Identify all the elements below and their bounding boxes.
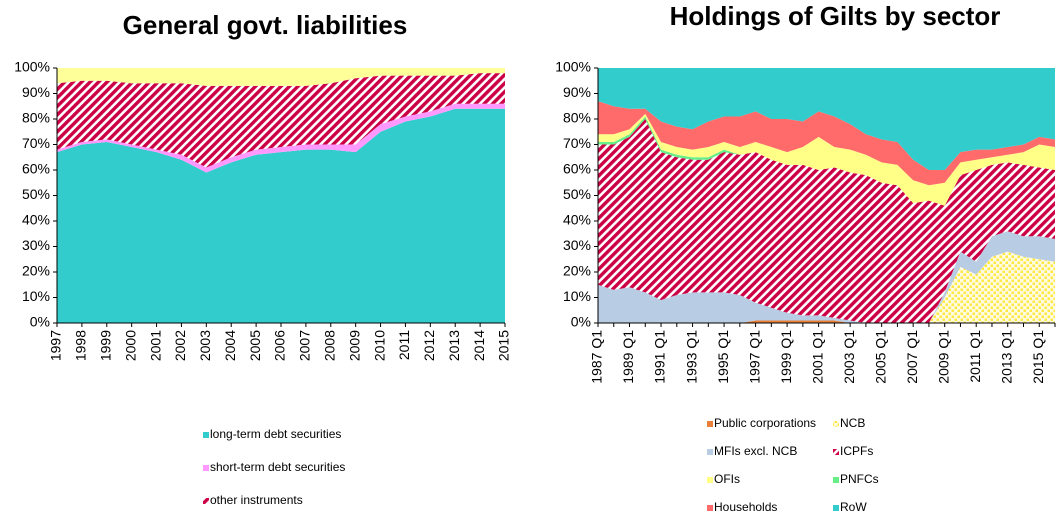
y-tick-label: 60% (22, 161, 50, 177)
legend-swatch (833, 449, 839, 455)
x-tick-label: 2005 Q1 (872, 330, 888, 384)
x-tick-label: 1998 (73, 330, 89, 361)
y-tick-label: 50% (563, 186, 591, 202)
x-tick-label: 2012 (421, 330, 437, 361)
x-tick-label: 2007 (297, 330, 313, 361)
legend-label: short-term debt securities (210, 460, 345, 474)
x-tick-label: 1991 Q1 (652, 330, 668, 384)
y-tick-label: 20% (22, 263, 50, 279)
y-tick-label: 40% (22, 212, 50, 228)
area (57, 103, 505, 173)
legend-swatch (707, 477, 713, 483)
legend-label: PNFCs (840, 472, 879, 486)
legend-label: RoW (840, 500, 867, 514)
x-tick-label: 2007 Q1 (904, 330, 920, 384)
legend-label: NCB (840, 416, 865, 430)
y-tick-label: 10% (563, 288, 591, 304)
x-tick-label: 2003 (197, 330, 213, 361)
y-tick-label: 0% (571, 314, 591, 330)
x-tick-label: 2003 Q1 (841, 330, 857, 384)
legend-label: ICPFs (840, 444, 873, 458)
y-tick-label: 10% (22, 288, 50, 304)
x-tick-label: 2011 (396, 330, 412, 360)
y-tick-label: 70% (22, 135, 50, 151)
legend-swatch (707, 449, 713, 455)
y-tick-label: 70% (563, 135, 591, 151)
area (598, 101, 1055, 186)
x-tick-label: 2009 (346, 330, 362, 361)
area (598, 68, 1055, 170)
x-tick-label: 2001 Q1 (809, 330, 825, 384)
x-tick-label: 1993 Q1 (683, 330, 699, 384)
x-tick-label: 2008 (321, 330, 337, 361)
legend-swatch (707, 505, 713, 511)
y-tick-label: 80% (563, 110, 591, 126)
legend-label: MFIs excl. NCB (714, 444, 797, 458)
y-tick-label: 100% (555, 59, 591, 75)
area (598, 113, 1055, 206)
y-tick-label: 80% (22, 110, 50, 126)
legend-swatch (833, 505, 839, 511)
area (598, 251, 1055, 323)
x-tick-label: 1997 Q1 (746, 330, 762, 384)
legend-swatch (203, 498, 209, 504)
legend-label: long-term debt securities (210, 427, 341, 441)
area (598, 320, 1055, 323)
x-tick-label: 2009 Q1 (935, 330, 951, 384)
x-tick-label: 2015 Q1 (1030, 330, 1046, 384)
x-tick-label: 2004 (222, 330, 238, 361)
x-tick-label: 2002 (172, 330, 188, 361)
x-tick-label: 2001 (147, 330, 163, 361)
legend-label: OFIs (714, 472, 740, 486)
area (598, 231, 1055, 323)
area (57, 73, 505, 168)
legend-swatch (203, 465, 209, 471)
x-tick-label: 2010 (371, 330, 387, 361)
x-tick-label: 1999 Q1 (778, 330, 794, 384)
y-tick-label: 30% (22, 237, 50, 253)
x-tick-label: 1999 (97, 330, 113, 361)
legend-label: Households (714, 500, 777, 514)
x-tick-label: 2000 (122, 330, 138, 361)
x-tick-label: 2011 Q1 (967, 330, 983, 383)
y-tick-label: 30% (563, 237, 591, 253)
y-tick-label: 60% (563, 161, 591, 177)
x-tick-label: 1989 Q1 (620, 330, 636, 384)
x-tick-label: 2013 Q1 (998, 330, 1014, 384)
y-tick-label: 100% (14, 59, 50, 75)
y-tick-label: 40% (563, 212, 591, 228)
y-tick-label: 50% (22, 186, 50, 202)
legend-swatch (707, 421, 713, 427)
x-tick-label: 1997 (48, 330, 64, 361)
chart-title: General govt. liabilities (123, 10, 408, 40)
y-tick-label: 90% (563, 84, 591, 100)
area (598, 119, 1055, 323)
legend-label: other instruments (210, 493, 303, 507)
legend-label: Public corporations (714, 416, 816, 430)
x-tick-label: 2013 (446, 330, 462, 361)
x-tick-label: 1995 Q1 (715, 330, 731, 384)
x-tick-label: 2014 (471, 330, 487, 361)
y-tick-label: 0% (30, 314, 50, 330)
legend-swatch (203, 432, 209, 438)
legend-swatch (833, 421, 839, 427)
legend-swatch (833, 477, 839, 483)
y-tick-label: 20% (563, 263, 591, 279)
area (57, 108, 505, 323)
x-tick-label: 2015 (496, 330, 512, 361)
y-tick-label: 90% (22, 84, 50, 100)
x-tick-label: 1987 Q1 (589, 330, 605, 384)
x-tick-label: 2006 (272, 330, 288, 361)
area (57, 68, 505, 86)
chart-title: Holdings of Gilts by sector (670, 1, 1001, 31)
x-tick-label: 2005 (247, 330, 263, 361)
